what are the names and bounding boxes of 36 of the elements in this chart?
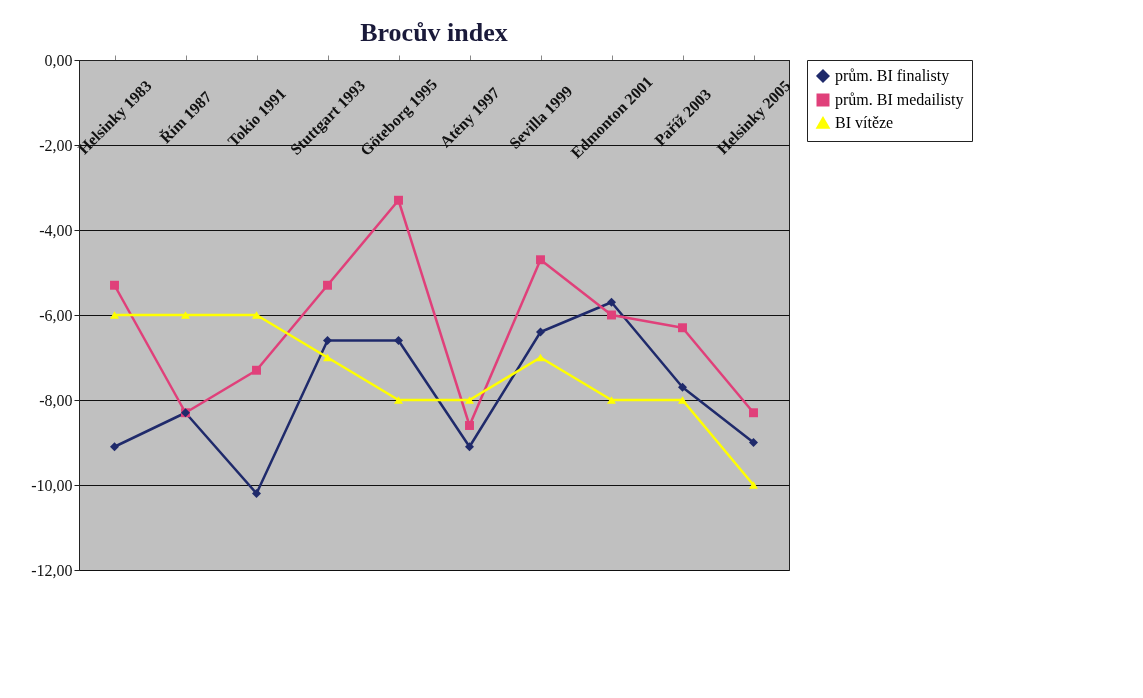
point <box>323 280 332 290</box>
point <box>749 438 758 447</box>
legend-label: prům. BI finalisty <box>835 67 950 85</box>
point <box>678 382 687 392</box>
y-tick-label: 0,00 <box>44 51 73 69</box>
y-tick-label: -4,00 <box>39 221 73 239</box>
y-tick-label: -2,00 <box>39 136 73 154</box>
point <box>465 396 474 404</box>
y-tick-label: -12,00 <box>31 561 73 579</box>
point <box>465 421 474 430</box>
point <box>110 280 119 290</box>
point <box>252 365 261 375</box>
y-tick-label: -6,00 <box>39 306 73 324</box>
chart-title: Brocův index <box>360 18 508 47</box>
point <box>252 489 261 498</box>
point <box>252 311 261 319</box>
legend-label: BI vítěze <box>835 114 894 131</box>
point <box>181 311 190 319</box>
point <box>749 408 758 418</box>
point <box>110 311 119 319</box>
point <box>607 297 616 307</box>
point <box>323 336 332 345</box>
point <box>394 396 403 404</box>
point <box>607 310 616 320</box>
point <box>749 481 758 489</box>
point <box>110 442 119 452</box>
y-tick-label: -8,00 <box>39 391 73 409</box>
legend-label: prům. BI medailisty <box>835 91 964 109</box>
point <box>536 255 545 265</box>
point <box>678 396 687 404</box>
point <box>678 323 687 333</box>
point <box>465 442 474 452</box>
y-tick-label: -10,00 <box>31 476 73 494</box>
point <box>394 195 403 205</box>
point <box>607 396 616 404</box>
point <box>394 336 403 345</box>
